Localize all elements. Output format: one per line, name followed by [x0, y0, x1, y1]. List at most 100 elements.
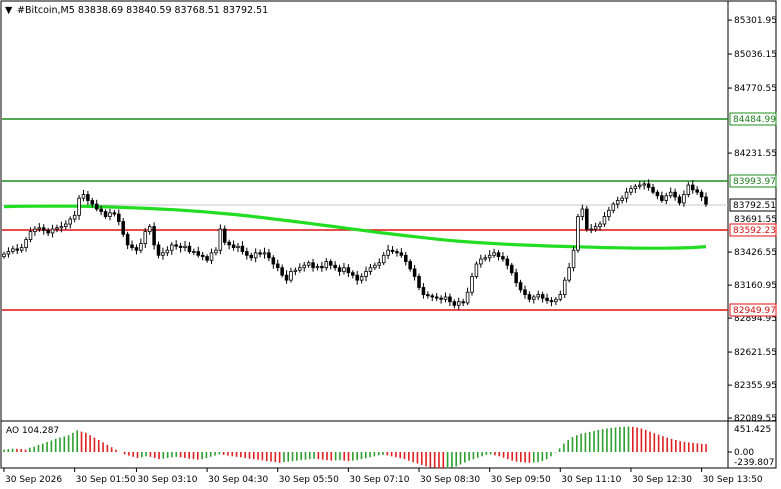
candle[interactable]: [611, 201, 616, 214]
candle[interactable]: [395, 248, 399, 257]
candle[interactable]: [81, 189, 86, 202]
candle[interactable]: [620, 195, 624, 204]
candle[interactable]: [280, 264, 284, 278]
candle[interactable]: [192, 248, 196, 256]
candle[interactable]: [359, 273, 364, 284]
candle[interactable]: [249, 252, 254, 261]
candle[interactable]: [646, 179, 651, 191]
candle[interactable]: [117, 209, 121, 226]
candle[interactable]: [699, 189, 704, 202]
candle[interactable]: [134, 244, 139, 255]
candle[interactable]: [302, 261, 306, 272]
candle[interactable]: [404, 251, 408, 266]
candle[interactable]: [311, 258, 315, 272]
candle[interactable]: [147, 224, 152, 235]
candle[interactable]: [351, 270, 355, 279]
candle[interactable]: [209, 248, 214, 265]
candle[interactable]: [231, 240, 236, 251]
candle[interactable]: [130, 240, 134, 251]
candle[interactable]: [33, 226, 37, 236]
candle[interactable]: [589, 224, 593, 234]
header-arrow-icon[interactable]: ▼: [5, 5, 13, 16]
candle[interactable]: [479, 254, 483, 268]
candle[interactable]: [638, 181, 642, 190]
candle[interactable]: [483, 254, 488, 262]
candle[interactable]: [6, 247, 11, 258]
candle[interactable]: [174, 240, 178, 250]
candle[interactable]: [487, 250, 492, 262]
candle[interactable]: [55, 224, 59, 233]
candle[interactable]: [386, 244, 390, 260]
candle[interactable]: [86, 190, 90, 206]
candle[interactable]: [527, 291, 532, 303]
candle[interactable]: [64, 220, 68, 230]
candle[interactable]: [143, 227, 148, 249]
candle[interactable]: [15, 243, 20, 255]
candle[interactable]: [284, 270, 289, 284]
candle[interactable]: [673, 188, 677, 201]
candle[interactable]: [108, 208, 112, 221]
candle[interactable]: [695, 186, 699, 195]
candle[interactable]: [567, 262, 571, 283]
candle[interactable]: [196, 246, 201, 258]
candle[interactable]: [629, 185, 633, 196]
candle[interactable]: [183, 240, 187, 252]
candle[interactable]: [501, 252, 505, 262]
candle[interactable]: [690, 180, 695, 194]
candle[interactable]: [342, 263, 346, 275]
candle[interactable]: [103, 209, 108, 219]
candle[interactable]: [200, 251, 205, 261]
candle[interactable]: [59, 221, 64, 233]
candle[interactable]: [68, 216, 72, 229]
candle[interactable]: [408, 259, 412, 272]
candle[interactable]: [90, 197, 95, 208]
candle[interactable]: [355, 270, 359, 285]
candle[interactable]: [324, 258, 329, 271]
candle[interactable]: [558, 290, 563, 302]
candle[interactable]: [421, 283, 426, 299]
candle[interactable]: [430, 293, 435, 302]
candle[interactable]: [364, 266, 368, 282]
candle[interactable]: [125, 231, 130, 250]
candle[interactable]: [505, 255, 510, 270]
candle[interactable]: [214, 247, 218, 256]
candle[interactable]: [381, 252, 386, 266]
candle[interactable]: [19, 243, 24, 253]
candle[interactable]: [554, 296, 558, 306]
candle[interactable]: [258, 249, 262, 258]
candle[interactable]: [139, 238, 143, 254]
candle[interactable]: [373, 262, 377, 270]
candle[interactable]: [633, 183, 638, 194]
candle[interactable]: [456, 297, 461, 310]
candle[interactable]: [474, 261, 479, 279]
candle[interactable]: [607, 206, 611, 221]
candle[interactable]: [152, 222, 156, 250]
candle[interactable]: [496, 249, 501, 261]
candle[interactable]: [452, 299, 457, 309]
candle[interactable]: [41, 224, 46, 235]
candle[interactable]: [187, 242, 192, 254]
candle[interactable]: [28, 227, 33, 243]
candle[interactable]: [37, 223, 42, 232]
candle[interactable]: [245, 247, 249, 260]
candle[interactable]: [94, 199, 99, 212]
candle[interactable]: [275, 259, 280, 272]
candle[interactable]: [443, 292, 448, 303]
candle[interactable]: [686, 181, 691, 198]
candle[interactable]: [306, 260, 311, 268]
candle[interactable]: [571, 246, 576, 272]
candle[interactable]: [448, 293, 452, 307]
candle[interactable]: [426, 291, 430, 299]
candle[interactable]: [461, 298, 465, 307]
candle[interactable]: [178, 242, 183, 253]
candle[interactable]: [492, 248, 496, 258]
candle[interactable]: [72, 210, 77, 223]
candle[interactable]: [289, 267, 293, 283]
candle[interactable]: [99, 205, 103, 216]
candle[interactable]: [602, 212, 607, 227]
candle[interactable]: [218, 224, 223, 255]
candle[interactable]: [536, 290, 540, 301]
candle[interactable]: [677, 194, 682, 206]
candle[interactable]: [399, 248, 404, 258]
candle[interactable]: [704, 192, 708, 208]
